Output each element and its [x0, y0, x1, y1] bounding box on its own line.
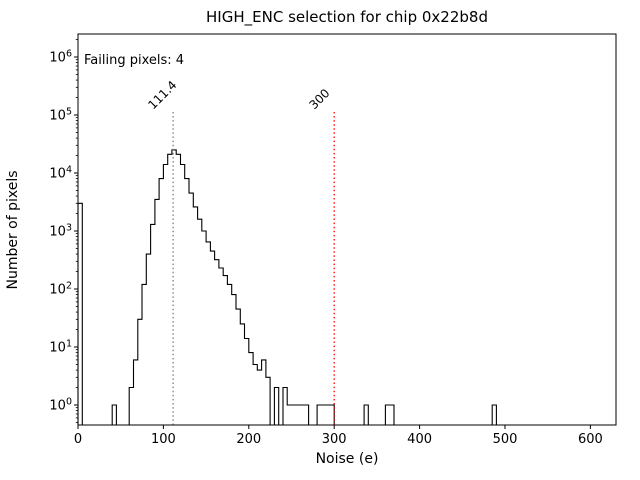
y-axis-ticks: 100 101 102 103 104 105 106 [49, 39, 78, 423]
plot-border [77, 33, 617, 426]
threshold-label: 300 [306, 86, 332, 112]
y-axis-label: Number of pixels [5, 170, 21, 289]
y-tick-label: 101 [49, 339, 72, 356]
x-tick-label: 100 [151, 432, 176, 447]
x-tick-label: 500 [493, 432, 518, 447]
threshold-lines: 111.4 300 [145, 78, 335, 425]
y-tick-label: 106 [49, 49, 72, 66]
x-tick-label: 400 [407, 432, 432, 447]
y-tick-label: 105 [49, 107, 72, 124]
histogram-line [77, 149, 616, 426]
chart-title: HIGH_ENC selection for chip 0x22b8d [206, 8, 488, 27]
x-axis-ticks: 0 100 200 300 400 500 600 [74, 425, 603, 447]
failing-pixels-annotation: Failing pixels: 4 [84, 53, 184, 68]
x-tick-label: 600 [578, 432, 603, 447]
y-tick-label: 104 [49, 165, 72, 182]
x-tick-label: 0 [74, 432, 82, 447]
x-axis-label: Noise (e) [316, 451, 379, 467]
x-tick-label: 300 [322, 432, 347, 447]
x-tick-label: 200 [236, 432, 261, 447]
y-tick-label: 103 [49, 223, 72, 240]
y-tick-label: 102 [49, 281, 72, 298]
threshold-label: 111.4 [145, 78, 179, 112]
y-tick-label: 100 [49, 397, 72, 414]
